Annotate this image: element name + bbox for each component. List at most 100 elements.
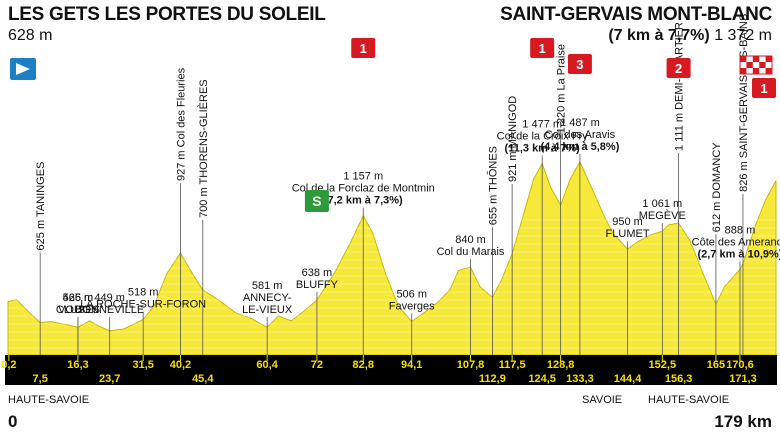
region-label: SAVOIE [582,394,623,406]
finish-climb: (7 km à 7,7%) [608,27,710,44]
km-marker-label: 31,5 [132,359,153,371]
place-label: 950 m [612,216,643,228]
place-label: Col du Marais [437,246,505,258]
km-band [5,355,777,385]
finish-flag-square [752,56,760,62]
place-label: 638 m [302,267,333,279]
km-marker-label: 60,4 [256,359,278,371]
km-marker-label: 124,5 [528,373,556,385]
finish-flag-square [740,68,747,74]
place-label: 921 m MANIGOD [507,96,519,182]
place-label: 1 111 m DEMI-QUARTIER [674,22,686,151]
place-label: 612 m DOMANCY [711,142,723,233]
km-marker-label: 7,5 [33,373,48,385]
sprint-badge-label: S [312,193,321,209]
km-marker-label: 133,3 [566,373,594,385]
km-marker-label: 156,3 [665,373,693,385]
km-marker-label: 94,1 [401,359,422,371]
place-label: LA ROCHE-SUR-FORON [80,299,206,311]
place-label: 840 m [455,234,486,246]
place-label: Côte des Amerands [692,236,780,248]
place-label: 700 m THORENS-GLIÈRES [197,79,210,218]
finish-subtitle: (7 km à 7,7%) 1 372 m [608,27,772,45]
place-label: BLUFFY [296,279,339,291]
place-label: 581 m [252,280,283,292]
place-label: 1 487 m [560,117,600,129]
km-marker-label: 72 [311,359,323,371]
profile-area [7,160,777,356]
region-label: HAUTE-SAVOIE [648,394,730,406]
place-label: 927 m Col des Fleuries [175,67,187,181]
region-label: HAUTE-SAVOIE [8,394,90,406]
place-label: (7,2 km à 7,3%) [324,195,403,207]
finish-flag-square [765,68,772,74]
place-label: LE-VIEUX [242,304,293,316]
kom-badge-category: 3 [576,57,583,72]
sprint-badge [304,190,329,212]
kom-badge [530,38,555,58]
km-marker-label: 107,8 [457,359,485,371]
place-label: BONNEVILLE [75,304,144,316]
place-label: (2,7 km à 10,9%) [697,248,780,260]
place-label: 1 220 m La Praise [556,44,568,133]
place-label: CLUSES [56,304,100,316]
km-marker-label: 170,6 [726,359,754,371]
kom-badge-category: 2 [675,61,682,76]
start-town-title: LES GETS LES PORTES DU SOLEIL [8,4,326,25]
kom-badge [666,58,691,78]
place-label: (11,3 km à 7%) [505,143,581,155]
place-label: Col des Aravis [545,129,616,141]
km-marker-label: 82,8 [353,359,374,371]
place-label: 625 m TANINGES [35,162,47,251]
place-label: 1 157 m [343,171,383,183]
km-marker-label: 144,4 [614,373,642,385]
km-marker-label: 128,8 [547,359,575,371]
finish-flag-square [759,62,766,68]
place-label: 449 m [94,292,125,304]
finish-flag-square [765,56,772,62]
place-label: ANNECY- [243,292,292,304]
kom-badge [752,78,776,98]
place-label: Col de la Croix Fry [497,131,589,143]
km-marker-label: 112,9 [479,373,506,385]
finish-flag-square [746,62,753,68]
place-label: MEGÈVE [639,209,686,222]
km-marker-label: 40,2 [170,359,191,371]
start-arrow-icon [16,63,30,75]
finish-flag-square [752,68,760,74]
place-label: VOUGY [58,304,98,316]
kom-badge-category: 1 [360,41,367,56]
km-marker-label: 117,5 [499,359,526,371]
place-label: 1 061 m [642,198,682,210]
place-label: 826 m SAINT-GERVAIS-LES-BAINS [738,14,750,192]
km-marker-label: 23,7 [99,373,120,385]
end-km-label: 179 km [714,412,772,431]
place-label: (4,4 km à 5,8%) [540,141,619,153]
kom-badge [351,38,376,58]
place-label: Faverges [389,300,435,312]
kom-badge [567,54,592,74]
km-marker-label: 16,3 [67,359,88,371]
place-label: 466 m [63,292,94,304]
km-marker-label: 45,4 [192,373,214,385]
place-label: 506 m [396,288,427,300]
place-label: 525 m [63,292,94,304]
place-label: 518 m [128,287,159,299]
km-marker-label: 171,3 [729,373,757,385]
kom-badge-category: 1 [760,81,767,96]
finish-town-title: SAINT-GERVAIS MONT-BLANC [500,4,772,25]
start-altitude: 628 m [8,27,53,44]
place-label: FLUMET [606,228,650,240]
finish-altitude: 1 372 m [714,27,772,44]
km-marker-label: 165 [707,359,725,371]
km-marker-label: 0,2 [1,359,16,371]
place-label: 655 m THÔNES [486,146,499,225]
kom-badge-category: 1 [539,41,546,56]
place-label: 1 477 m [522,119,562,131]
km-marker-label: 152,5 [649,359,677,371]
place-label: 888 m [725,224,756,236]
start-km-label: 0 [8,412,18,431]
finish-flag-square [740,56,747,62]
